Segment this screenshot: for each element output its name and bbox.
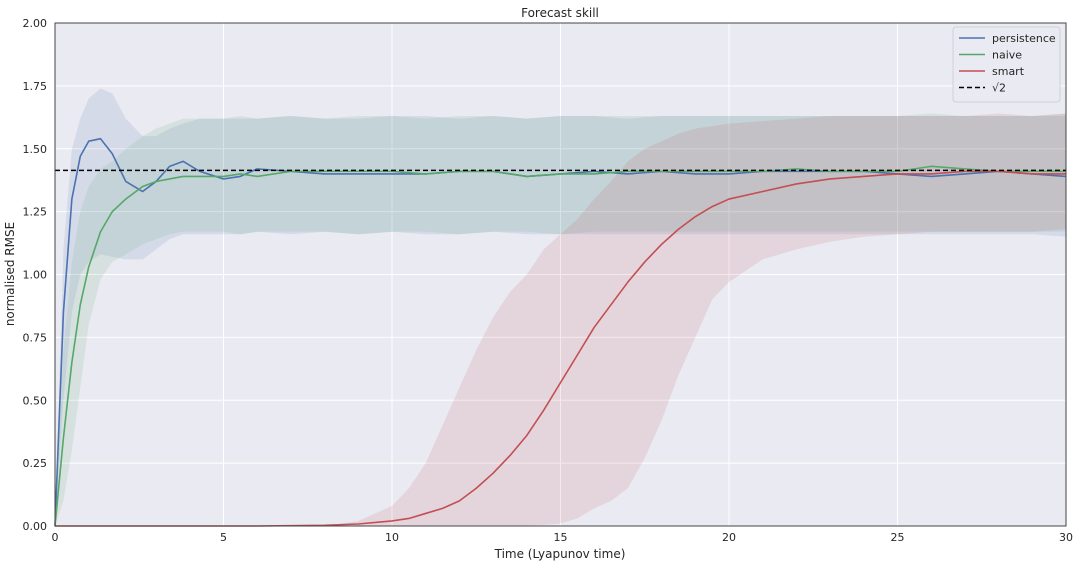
x-tick-label: 5 [220,531,227,544]
x-tick-label: 25 [891,531,905,544]
persistence-band [55,88,1066,526]
y-tick-label: 1.50 [23,143,48,156]
legend-label-persistence: persistence [992,32,1056,45]
y-tick-label: 0.00 [23,520,48,533]
smart-band [55,113,1066,526]
chart-title: Forecast skill [521,6,599,20]
plot-frame [54,22,1067,527]
legend-label-smart: smart [992,65,1025,78]
y-tick-label: 1.25 [23,206,48,219]
x-axis-ticks: 0 5 10 15 20 25 30 [52,531,1074,544]
smart-line [55,170,1066,527]
y-tick-label: 2.00 [23,17,48,30]
y-tick-label: 1.75 [23,80,48,93]
x-tick-label: 15 [554,531,568,544]
x-tick-label: 20 [722,531,736,544]
naive-line [54,165,1066,527]
confidence-bands [55,88,1066,526]
legend: persistence naive smart √2 [952,26,1061,103]
x-tick-label: 10 [385,531,399,544]
x-tick-label: 30 [1059,531,1073,544]
y-axis-ticks: 0.00 0.25 0.50 0.75 1.00 1.25 1.50 1.75 2.00 [23,17,48,533]
naive-band [55,113,1066,526]
legend-box [952,26,1061,103]
y-tick-label: 1.00 [23,269,48,282]
x-tick-label: 0 [52,531,59,544]
y-tick-label: 0.50 [23,394,48,407]
x-axis-label: Time (Lyapunov time) [494,547,626,561]
series-lines [54,137,1067,527]
y-axis-label: normalised RMSE [3,222,17,326]
y-tick-label: 0.25 [23,457,48,470]
legend-label-sqrt2: √2 [992,82,1006,95]
y-tick-label: 0.75 [23,331,48,344]
legend-label-naive: naive [992,49,1022,62]
